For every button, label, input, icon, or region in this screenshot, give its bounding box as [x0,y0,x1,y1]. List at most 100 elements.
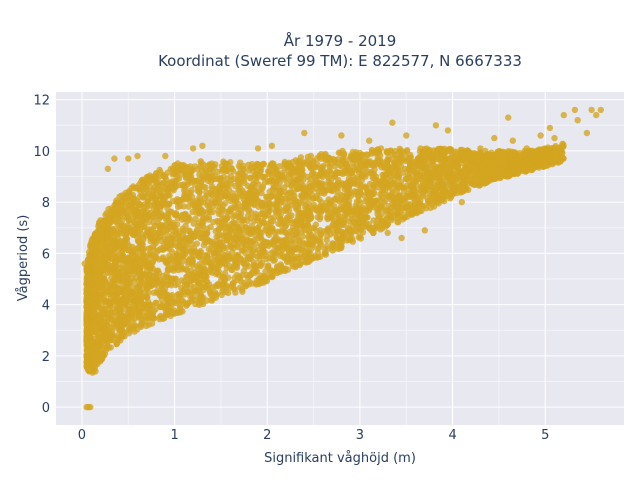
data-point [213,291,219,297]
data-point [266,200,272,206]
data-point [373,223,379,229]
data-point [248,175,254,181]
data-point [169,249,175,255]
data-point [111,286,117,292]
data-point [346,209,352,215]
data-point [240,239,246,245]
data-point [325,210,331,216]
data-point [325,178,331,184]
data-point [465,159,471,165]
data-point [402,197,408,203]
data-point [401,184,407,190]
data-point [263,274,269,280]
data-point [253,280,259,286]
data-point [388,177,394,183]
data-point [117,311,123,317]
data-point [322,152,328,158]
data-point [308,256,314,262]
data-point [225,232,231,238]
data-point [232,212,238,218]
data-point [165,169,171,175]
data-point [366,193,372,199]
data-point [84,316,90,322]
data-point [376,206,382,212]
data-point [318,242,324,248]
data-point [257,250,263,256]
data-point [195,166,201,172]
data-point [109,205,115,211]
data-point [436,182,442,188]
data-point [104,339,110,345]
data-point [401,149,407,155]
data-point [151,237,157,243]
data-point [212,283,218,289]
data-point [281,228,287,234]
data-point [142,204,148,210]
data-point [164,311,170,317]
data-point [118,221,124,227]
data-point [135,307,141,313]
data-point [144,303,150,309]
data-point [145,198,151,204]
data-point [102,280,108,286]
data-point [169,186,175,192]
data-point [121,286,127,292]
data-point [209,269,215,275]
data-point [290,263,296,269]
data-point [154,290,160,296]
data-point [149,320,155,326]
data-point [523,153,529,159]
data-point [285,204,291,210]
data-point [309,242,315,248]
data-point [181,183,187,189]
data-point [87,293,93,299]
data-point [143,186,149,192]
data-point [270,258,276,264]
data-point [237,170,243,176]
data-point [305,234,311,240]
data-point [363,185,369,191]
data-point [332,159,338,165]
data-point [261,161,267,167]
data-point [217,258,223,264]
data-point [258,263,264,269]
data-point [357,233,363,239]
data-point [238,211,244,217]
data-point [418,187,424,193]
data-point [222,221,228,227]
data-point [414,210,420,216]
data-point [385,169,391,175]
data-point [410,176,416,182]
data-point [145,246,151,252]
data-point [174,215,180,221]
data-point [236,217,242,223]
data-point [217,175,223,181]
data-point [206,161,212,167]
data-point [338,243,344,249]
data-point [102,321,108,327]
data-point [234,223,240,229]
data-point [325,228,331,234]
data-point [245,274,251,280]
data-point [381,178,387,184]
data-point [349,236,355,242]
data-point [262,213,268,219]
data-point [112,318,118,324]
data-point [396,175,402,181]
data-point [126,265,132,271]
data-point [152,277,158,283]
data-point [374,211,380,217]
data-point [156,212,162,218]
data-point [226,209,232,215]
data-point [138,322,144,328]
data-point [327,164,333,170]
data-point [200,277,206,283]
data-point [216,240,222,246]
data-point [99,352,105,358]
data-point [297,262,303,268]
data-point [144,294,150,300]
data-point [126,188,132,194]
data-point [359,171,365,177]
chart-title-line-1: År 1979 - 2019 [284,31,397,50]
data-point [244,200,250,206]
